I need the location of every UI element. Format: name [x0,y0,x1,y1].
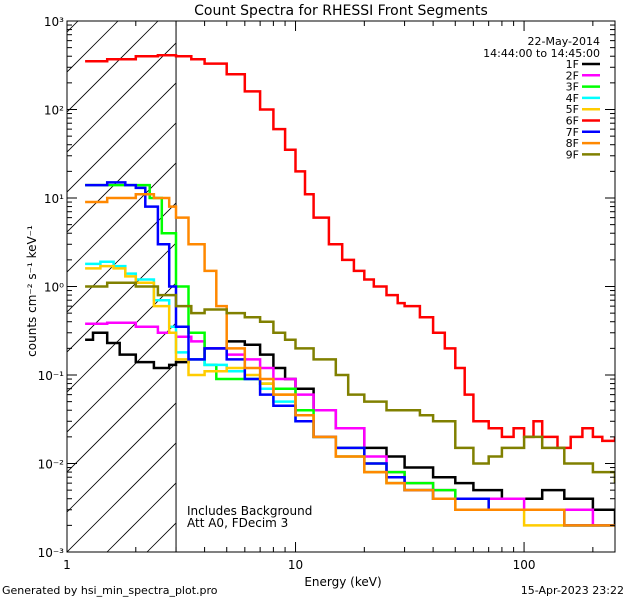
series-line-3F [85,183,615,527]
hatch-line [67,82,177,193]
hatch-line [67,21,79,33]
y-tick-label: 10⁻² [38,458,65,472]
chart-title: Count Spectra for RHESSI Front Segments [194,3,488,19]
legend-label-4F: 4F [566,92,579,105]
hatch-line [67,402,177,513]
generation-timestamp: 15-Apr-2023 23:22 [521,584,624,597]
y-tick-label: 10¹ [44,192,64,206]
annotation-text: Includes Background [187,504,312,518]
y-tick-label: 10⁻¹ [38,369,65,383]
hatch-line [67,442,177,552]
y-tick-label: 10² [44,104,64,118]
series-layer [85,54,615,527]
legend-label-8F: 8F [566,137,579,150]
y-tick-label: 10⁰ [44,281,64,295]
hatch-line [67,21,159,113]
hatch-line [67,42,177,153]
y-tick-label: 10⁻³ [38,546,65,560]
generated-by-note: Generated by hsi_min_spectra_plot.pro [2,584,218,597]
legend-label-6F: 6F [566,115,579,128]
axis-ticks [66,20,615,553]
legend-label-7F: 7F [566,126,579,139]
legend-label-2F: 2F [566,69,579,82]
x-axis-label: Energy (keV) [304,575,381,589]
x-tick-label: 10 [288,558,303,572]
legend-time-range: 14:44:00 to 14:45:00 [483,47,600,60]
annotation-text: Att A0, FDecim 3 [187,516,288,530]
legend-label-5F: 5F [566,103,579,116]
y-tick-label: 10³ [44,15,64,29]
x-tick-label: 1 [63,558,71,572]
x-tick-label: 100 [513,558,536,572]
legend-date: 22-May-2014 [528,35,600,48]
legend-label-9F: 9F [566,148,579,161]
x-tick-labels: 1 10 100 [63,558,535,572]
legend-label-3F: 3F [566,81,579,94]
series-line-8F [85,193,615,527]
y-tick-labels: 10⁻³ 10⁻² 10⁻¹ 10⁰ 10¹ 10² 10³ [38,15,65,560]
series-line-2F [85,321,615,527]
series-line-6F [85,54,615,450]
legend-label-1F: 1F [566,58,579,71]
hatch-line [67,242,177,353]
y-axis-label: counts cm⁻² s⁻¹ keV⁻¹ [25,225,39,357]
series-line-9F [85,281,615,484]
